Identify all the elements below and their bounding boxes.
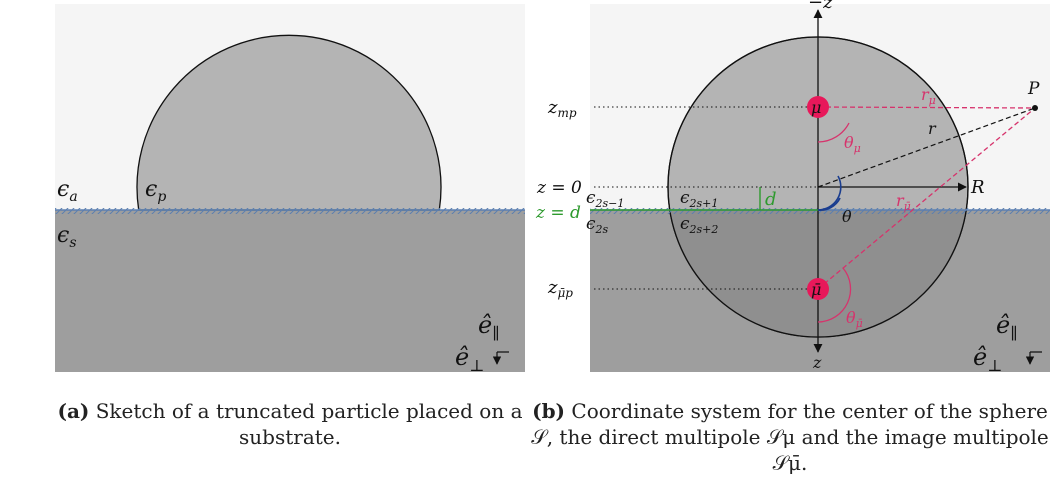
- label-r-mu: rμ: [921, 85, 936, 107]
- label-e-parallel-a: ê∥: [478, 311, 500, 343]
- label-d: d: [765, 189, 777, 210]
- unit-vector-arrows-a: [497, 351, 509, 364]
- label-eps-p: ϵp: [145, 177, 166, 205]
- caption-b-text: Coordinate system for the center of the …: [531, 399, 1049, 475]
- theta-mubar-arc: [817, 267, 852, 323]
- label-mu: μ: [811, 98, 821, 117]
- line-r-mubar: [817, 107, 1036, 290]
- label-P: P: [1027, 79, 1040, 99]
- dotted-guides: [594, 106, 818, 290]
- panel-a: ϵa ϵp ϵs ê∥ ê⊥: [55, 4, 525, 375]
- label-eps-2s-minus-1: ϵ2s−1: [586, 188, 624, 210]
- label-mubar: μ̄: [811, 280, 821, 299]
- label-r-mubar: rμ̄: [896, 191, 911, 213]
- theta-mu-arc: [817, 122, 850, 143]
- label-r: r: [928, 119, 937, 138]
- point-P: [1032, 105, 1038, 111]
- caption-a-tag: (a): [57, 399, 90, 423]
- unit-vector-arrows-b: [1030, 351, 1042, 364]
- label-eps-s: ϵs: [57, 223, 77, 251]
- line-r-mu: [817, 106, 1036, 109]
- label-z-bottom: z: [812, 353, 822, 372]
- truncated-particle: [136, 34, 442, 211]
- label-e-perp-b: ê⊥: [973, 343, 1002, 375]
- label-theta-mubar: θμ̄: [846, 308, 863, 330]
- label-z-zero: z = 0: [536, 178, 582, 198]
- line-r: [817, 107, 1036, 188]
- label-eps-a: ϵa: [57, 177, 78, 205]
- label-R: R: [970, 177, 985, 198]
- interface-hatch-a: [55, 208, 525, 214]
- image-multipole: [807, 278, 829, 300]
- label-theta-mu: θμ: [844, 133, 861, 155]
- label-eps-2s-plus-2: ϵ2s+2: [680, 214, 718, 236]
- label-eps-2s: ϵ2s: [586, 214, 609, 236]
- caption-b: (b) Coordinate system for the center of …: [530, 398, 1050, 476]
- substrate-region-a: [55, 210, 525, 372]
- label-e-parallel-b: ê∥: [996, 311, 1018, 343]
- caption-a: (a) Sketch of a truncated particle place…: [55, 398, 525, 450]
- label-theta: θ: [842, 207, 852, 226]
- caption-b-tag: (b): [532, 399, 566, 423]
- label-z-mp: zmp: [547, 97, 577, 120]
- direct-multipole: [807, 96, 829, 118]
- label-z-mbar-p: zμ̄p: [547, 277, 573, 300]
- label-minus-z: −z: [808, 0, 833, 13]
- theta-arc-lower: [817, 197, 841, 211]
- label-e-perp-a: ê⊥: [455, 343, 484, 375]
- label-z-d: z = d: [535, 203, 581, 223]
- label-eps-2s-plus-1: ϵ2s+1: [680, 188, 718, 210]
- caption-a-text: Sketch of a truncated particle placed on…: [95, 399, 523, 449]
